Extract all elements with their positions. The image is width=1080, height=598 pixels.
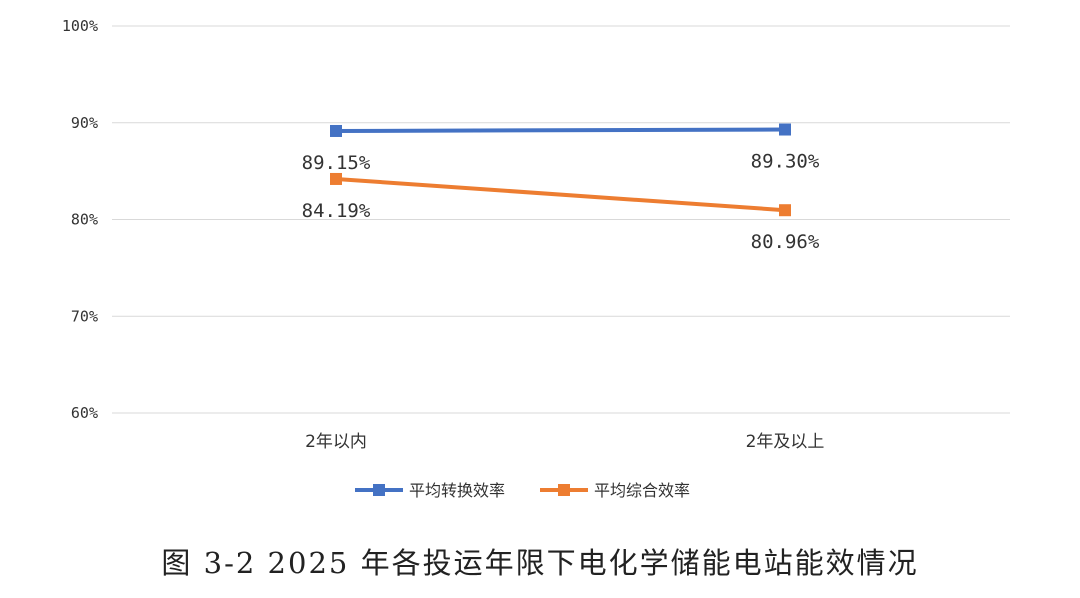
- data-point-marker: [330, 172, 342, 185]
- legend-marker: [373, 484, 385, 496]
- y-tick-label: 60%: [71, 404, 98, 422]
- y-tick-label: 80%: [71, 211, 98, 229]
- y-tick-label: 70%: [71, 307, 98, 325]
- series-line: [335, 176, 786, 213]
- legend-label: 平均综合效率: [594, 481, 690, 500]
- legend-marker: [558, 484, 570, 496]
- data-label: 89.15%: [302, 152, 371, 174]
- data-label: 80.96%: [751, 231, 820, 253]
- series-line: [335, 127, 786, 133]
- data-label: 89.30%: [751, 151, 820, 173]
- y-tick-label: 100%: [62, 17, 98, 35]
- data-point-marker: [330, 124, 342, 137]
- x-tick-label: 2年及以上: [746, 432, 825, 452]
- data-label: 84.19%: [302, 200, 371, 222]
- legend-label: 平均转换效率: [409, 481, 505, 500]
- data-point-marker: [779, 123, 791, 136]
- y-tick-label: 90%: [71, 114, 98, 132]
- data-point-marker: [779, 204, 791, 217]
- x-tick-label: 2年以内: [305, 432, 367, 452]
- figure-caption: 图 3-2 2025 年各投运年限下电化学储能电站能效情况: [161, 546, 919, 580]
